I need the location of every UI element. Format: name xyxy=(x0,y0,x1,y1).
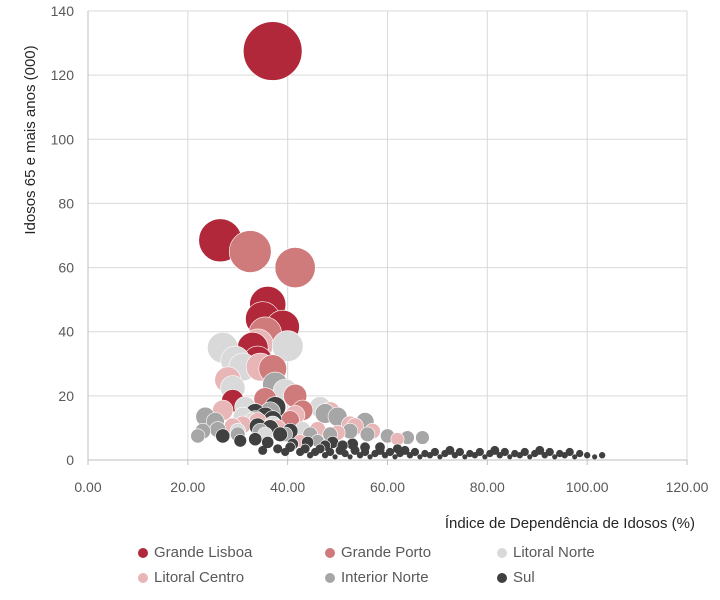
y-tick-label: 60 xyxy=(58,260,74,276)
legend-label: Litoral Centro xyxy=(154,569,245,586)
bubble-point[interactable] xyxy=(426,452,434,459)
bubble-point[interactable] xyxy=(437,454,443,460)
bubble-point[interactable] xyxy=(350,445,360,455)
bubble-point[interactable] xyxy=(281,447,290,457)
y-tick-label: 120 xyxy=(51,67,75,83)
bubble-chart: 0 20 40 60 80 100 120 140 0.00 20.00 40.00 60.00 80.… xyxy=(22,3,709,532)
legend-label: Sul xyxy=(513,569,535,586)
legend-swatch xyxy=(138,572,148,583)
bubble-point[interactable] xyxy=(598,452,606,459)
bubble-point[interactable] xyxy=(531,449,539,458)
bubble-point[interactable] xyxy=(258,445,268,455)
bubble-point[interactable] xyxy=(415,430,430,445)
legend: Grande Lisboa Grande Porto Litoral Norte Li… xyxy=(138,544,698,586)
bubble-point[interactable] xyxy=(462,454,468,460)
bubble-point[interactable] xyxy=(482,454,488,460)
tick-labels: 0 20 40 60 80 100 120 140 0.00 20.00 40.00 60.00 80.… xyxy=(51,3,709,495)
bubble-point[interactable] xyxy=(486,449,494,458)
bubble-point[interactable] xyxy=(332,454,338,460)
x-tick-label: 60.00 xyxy=(370,479,405,495)
bubble-point[interactable] xyxy=(341,449,349,458)
data-points xyxy=(190,21,606,460)
y-tick-label: 80 xyxy=(58,195,74,211)
y-tick-label: 100 xyxy=(51,131,75,147)
bubble-point[interactable] xyxy=(561,452,568,459)
bubble-point[interactable] xyxy=(516,452,523,459)
bubble-point[interactable] xyxy=(228,230,272,273)
bubble-point[interactable] xyxy=(321,452,329,459)
bubble-point[interactable] xyxy=(417,454,423,460)
bubble-point[interactable] xyxy=(296,447,305,457)
bubble-point[interactable] xyxy=(347,454,353,460)
y-axis-title: Idosos 65 e mais anos (000) xyxy=(22,45,39,234)
grid-lines xyxy=(88,10,688,460)
legend-item[interactable]: Litoral Centro xyxy=(138,569,325,586)
bubble-point[interactable] xyxy=(215,428,231,444)
bubble-point[interactable] xyxy=(272,443,283,454)
legend-label: Interior Norte xyxy=(341,569,429,586)
bubble-point[interactable] xyxy=(367,454,373,460)
x-axis-title: Índice de Dependência de Idosos (%) xyxy=(445,515,695,532)
bubble-point[interactable] xyxy=(381,452,389,459)
x-tick-label: 40.00 xyxy=(270,479,305,495)
bubble-point[interactable] xyxy=(359,426,376,442)
bubble-point[interactable] xyxy=(274,247,316,289)
bubble-point[interactable] xyxy=(583,452,591,459)
bubble-point[interactable] xyxy=(592,454,598,460)
bubble-point[interactable] xyxy=(541,452,548,459)
y-tick-label: 40 xyxy=(58,324,74,340)
legend-item[interactable]: Grande Lisboa xyxy=(138,544,325,561)
bubble-point[interactable] xyxy=(406,452,414,459)
legend-label: Grande Lisboa xyxy=(154,544,253,561)
bubble-point[interactable] xyxy=(572,454,578,460)
legend-item[interactable]: Interior Norte xyxy=(325,569,497,586)
legend-swatch xyxy=(325,547,335,558)
legend-swatch xyxy=(138,547,148,558)
bubble-point[interactable] xyxy=(527,454,533,460)
bubble-point[interactable] xyxy=(248,432,263,447)
bubble-point[interactable] xyxy=(396,449,404,458)
bubble-point[interactable] xyxy=(306,452,314,459)
legend-swatch xyxy=(325,572,335,583)
bubble-point[interactable] xyxy=(392,454,398,460)
bubble-point[interactable] xyxy=(576,449,584,458)
x-tick-label: 80.00 xyxy=(470,479,505,495)
y-tick-label: 20 xyxy=(58,388,74,404)
axes xyxy=(87,11,688,465)
bubble-point[interactable] xyxy=(243,21,303,81)
x-tick-label: 20.00 xyxy=(170,479,205,495)
bubble-point[interactable] xyxy=(271,330,304,362)
bubble-point[interactable] xyxy=(451,452,459,459)
bubble-point[interactable] xyxy=(356,452,364,459)
legend-swatch xyxy=(497,547,507,558)
x-tick-label: 0.00 xyxy=(74,479,101,495)
bubble-point[interactable] xyxy=(507,454,513,460)
bubble-point[interactable] xyxy=(496,452,503,459)
x-tick-label: 120.00 xyxy=(666,479,709,495)
y-tick-label: 0 xyxy=(66,452,74,468)
bubble-point[interactable] xyxy=(552,454,558,460)
bubble-point[interactable] xyxy=(272,426,288,442)
legend-item[interactable]: Litoral Norte xyxy=(497,544,687,561)
legend-item[interactable]: Grande Porto xyxy=(325,544,497,561)
bubble-point[interactable] xyxy=(233,434,247,448)
y-tick-label: 140 xyxy=(51,3,75,19)
bubble-point[interactable] xyxy=(261,435,275,449)
legend-item[interactable]: Sul xyxy=(497,569,687,586)
bubble-point[interactable] xyxy=(471,452,479,459)
legend-label: Litoral Norte xyxy=(513,544,595,561)
bubble-point[interactable] xyxy=(371,449,379,458)
x-tick-label: 100.00 xyxy=(566,479,609,495)
legend-swatch xyxy=(497,572,507,583)
bubble-point[interactable] xyxy=(441,449,449,458)
bubble-point[interactable] xyxy=(190,428,206,444)
legend-label: Grande Porto xyxy=(341,544,432,561)
